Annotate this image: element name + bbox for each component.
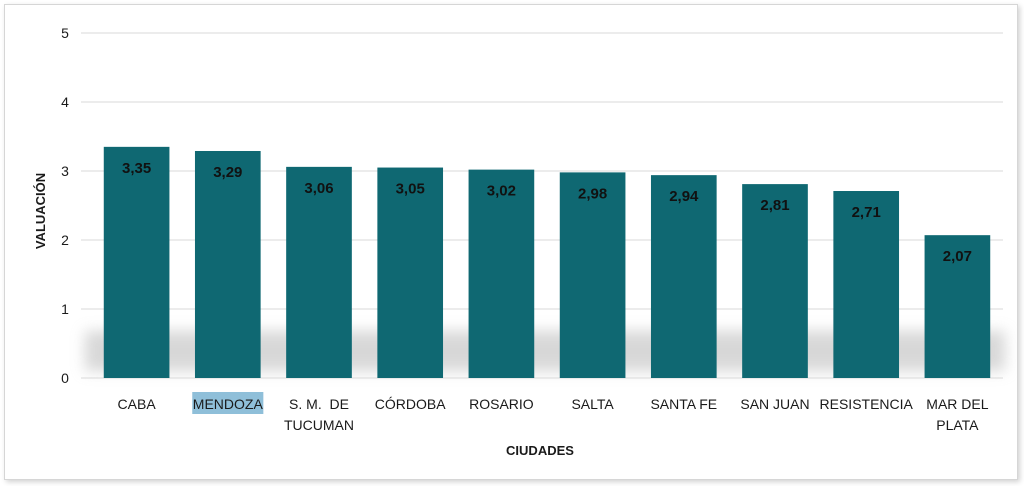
y-tick-label: 3 <box>61 163 69 179</box>
y-tick-label: 1 <box>61 301 69 317</box>
data-label: 2,94 <box>669 188 699 205</box>
x-tick-label: CABA <box>118 396 157 412</box>
x-tick-label: SANTA FE <box>650 396 717 412</box>
category-highlight <box>192 392 264 414</box>
bar <box>742 184 808 378</box>
bar <box>559 172 626 378</box>
bar <box>377 167 444 378</box>
chart-frame: 0 1 2 3 4 5 3,35 3,29 3,06 3,05 3,02 2,98 2,94 2,81 2… <box>4 4 1018 480</box>
bar <box>286 166 352 378</box>
data-label: 2,81 <box>760 197 789 214</box>
x-tick-label: RESISTENCIA <box>820 396 914 412</box>
x-tick-label: TUCUMAN <box>284 417 354 433</box>
data-label: 3,02 <box>487 183 516 200</box>
x-tick-label: PLATA <box>936 417 979 433</box>
y-axis-label: VALUACIÓN <box>33 173 48 249</box>
data-label: 2,71 <box>852 204 881 221</box>
bar <box>103 146 170 378</box>
data-label: 3,29 <box>213 164 242 181</box>
bar <box>468 169 535 378</box>
x-tick-label: MAR DEL <box>926 396 988 412</box>
x-tick-label: SAN JUAN <box>740 396 809 412</box>
x-tick-label: MENDOZA <box>193 396 264 412</box>
bar <box>650 175 717 378</box>
x-tick-label: S. M. DE <box>289 396 349 412</box>
data-label: 3,06 <box>304 180 333 197</box>
y-tick-label: 0 <box>61 370 69 386</box>
bar <box>833 191 900 378</box>
bar-chart: 0 1 2 3 4 5 3,35 3,29 3,06 3,05 3,02 2,98 2,94 2,81 2… <box>33 25 1005 458</box>
y-tick-label: 2 <box>61 232 69 248</box>
bar <box>924 235 991 378</box>
y-tick-label: 5 <box>61 25 69 41</box>
data-label: 3,35 <box>122 160 151 177</box>
data-label: 2,07 <box>943 248 972 265</box>
data-label: 3,05 <box>396 181 425 198</box>
x-tick-label: SALTA <box>571 396 614 412</box>
bar <box>194 150 261 378</box>
x-tick-label: ROSARIO <box>469 396 534 412</box>
x-axis-label: CIUDADES <box>506 443 574 458</box>
y-tick-label: 4 <box>61 94 69 110</box>
x-tick-label: CÓRDOBA <box>375 396 446 412</box>
data-label: 2,98 <box>578 185 607 202</box>
